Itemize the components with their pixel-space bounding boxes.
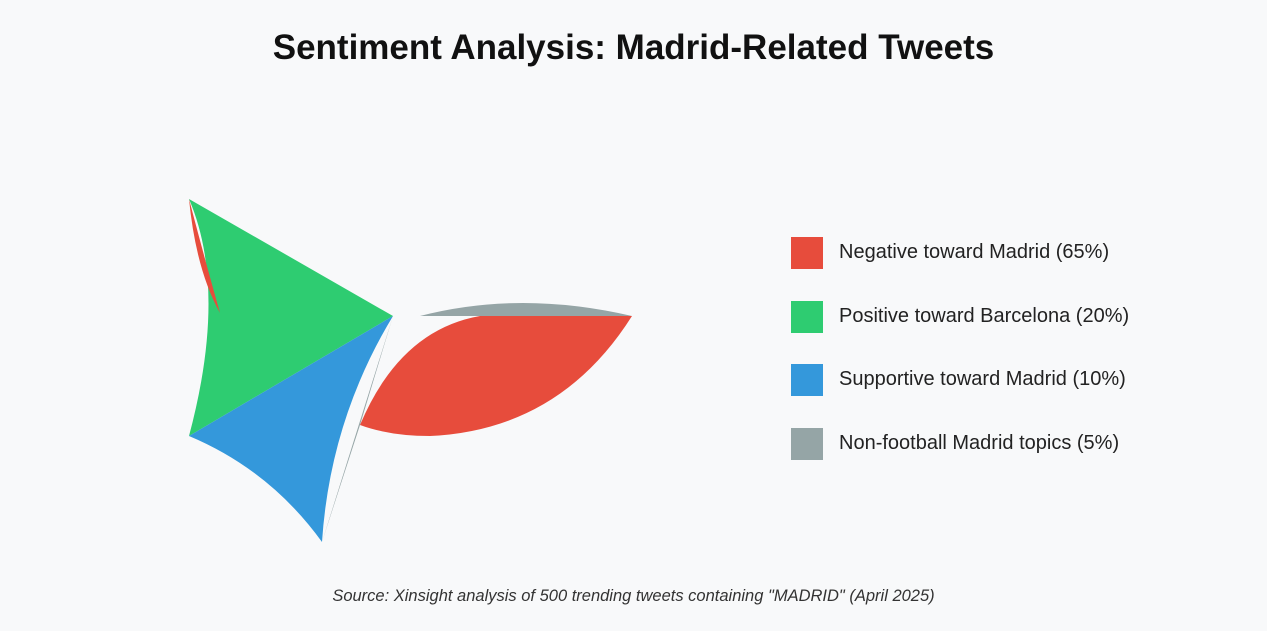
legend-swatch — [791, 237, 823, 269]
pie-slice — [393, 303, 632, 316]
legend-label: Negative toward Madrid (65%) — [839, 241, 1110, 263]
legend-item: Positive toward Barcelona (20%) — [791, 300, 1231, 333]
legend-swatch — [791, 364, 823, 396]
pie-slice — [189, 199, 393, 436]
legend-label: Non-football Madrid topics (5%) — [839, 431, 1120, 454]
pie-slice — [360, 316, 632, 436]
legend-label: Supportive toward Madrid (10%) — [839, 368, 1126, 390]
legend: Negative toward Madrid (65%) Positive to… — [791, 237, 1231, 491]
legend-swatch — [791, 300, 823, 333]
legend-item: Negative toward Madrid (65%) — [791, 237, 1231, 269]
legend-label: Positive toward Barcelona (20%) — [839, 304, 1130, 327]
source-note: Source: Xinsight analysis of 500 trendin… — [332, 587, 935, 605]
legend-item: Supportive toward Madrid (10%) — [791, 364, 1231, 396]
legend-item: Non-football Madrid topics (5%) — [791, 427, 1231, 460]
pie-slice — [322, 316, 393, 542]
chart-title: Sentiment Analysis: Madrid-Related Tweet… — [272, 28, 995, 67]
pie-slice — [189, 316, 393, 542]
legend-swatch — [791, 427, 823, 460]
